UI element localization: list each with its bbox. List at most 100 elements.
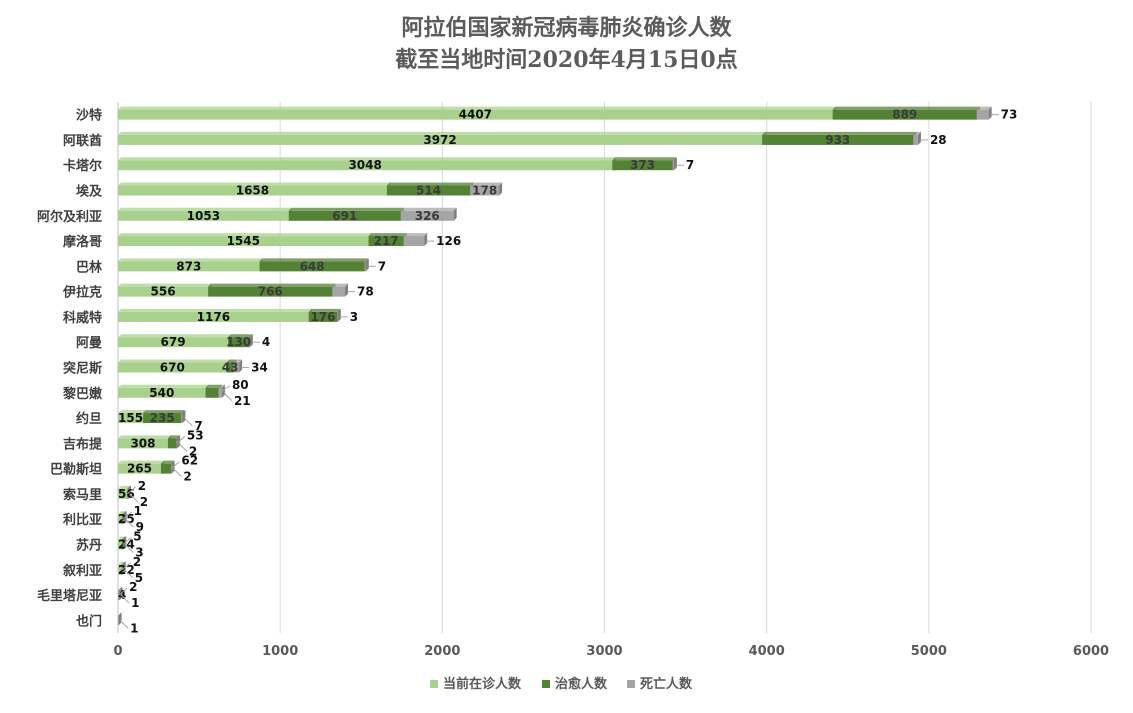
bar-segment-top bbox=[121, 561, 126, 565]
bar-segment-side bbox=[424, 233, 428, 247]
bar-segment bbox=[288, 210, 401, 221]
data-label: 73 bbox=[1001, 108, 1018, 122]
bar-segment-side bbox=[239, 359, 243, 373]
bar-segment-top bbox=[259, 258, 368, 262]
data-label: 648 bbox=[300, 259, 325, 273]
leader-line bbox=[176, 435, 186, 444]
data-label: 56 bbox=[118, 487, 135, 501]
bar-segment-side bbox=[182, 410, 186, 424]
data-label: 2 bbox=[129, 580, 137, 594]
data-label: 7 bbox=[378, 259, 386, 273]
data-label: 155 bbox=[118, 411, 143, 425]
bar-segment-top bbox=[143, 410, 185, 414]
bar-segment-side bbox=[365, 258, 369, 272]
bar-segment bbox=[118, 261, 260, 272]
data-label: 7 bbox=[686, 158, 694, 172]
bar-segment bbox=[118, 514, 123, 525]
data-label: 3048 bbox=[348, 158, 381, 172]
category-label: 阿曼 bbox=[76, 336, 102, 351]
x-tick-label: 0 bbox=[113, 644, 122, 659]
bar-segment-top bbox=[167, 435, 180, 439]
leader-line bbox=[178, 443, 188, 452]
category-label: 巴林 bbox=[76, 259, 102, 275]
bar-segment-top bbox=[122, 536, 127, 540]
category-label: 叙利亚 bbox=[63, 563, 102, 579]
bar-segment bbox=[118, 337, 229, 348]
bar-segment-top bbox=[208, 283, 336, 287]
bar-segment bbox=[127, 488, 128, 499]
data-label: 679 bbox=[161, 335, 186, 349]
bar-segment-top bbox=[121, 536, 126, 540]
bar-segment-top bbox=[118, 308, 312, 312]
bar-segment-top bbox=[205, 384, 222, 388]
category-label: 卡塔尔 bbox=[63, 158, 102, 174]
bar-segment-top bbox=[118, 157, 616, 161]
bar-segment bbox=[118, 362, 227, 373]
bar-segment bbox=[118, 590, 119, 601]
data-label: 691 bbox=[332, 209, 357, 223]
x-tick-label: 4000 bbox=[749, 644, 785, 659]
data-label: 5 bbox=[135, 571, 143, 585]
data-label: 7 bbox=[194, 419, 202, 433]
bar-segment-top bbox=[672, 157, 677, 161]
data-label: 1 bbox=[131, 596, 139, 610]
bar-segment-top bbox=[160, 460, 175, 464]
bar-segment-top bbox=[118, 106, 836, 110]
bar-segment bbox=[118, 160, 613, 171]
bar-segment-top bbox=[337, 308, 341, 312]
bar-segment-side bbox=[345, 283, 349, 297]
bar-segment bbox=[118, 615, 119, 626]
data-label: 5 bbox=[133, 530, 141, 544]
category-label: 突尼斯 bbox=[63, 361, 102, 377]
data-label: 2 bbox=[138, 479, 146, 493]
leader-line bbox=[124, 544, 134, 553]
leader-line bbox=[121, 511, 132, 520]
category-label: 科威特 bbox=[63, 310, 102, 326]
bar-segment bbox=[143, 413, 182, 424]
category-label: 摩洛哥 bbox=[63, 234, 102, 250]
bar-segment bbox=[118, 564, 122, 575]
bar-segment-side bbox=[123, 511, 127, 525]
bar-segment bbox=[121, 539, 123, 550]
category-label: 阿尔及利亚 bbox=[37, 209, 102, 225]
data-label: 3 bbox=[350, 310, 358, 324]
bar-segment-top bbox=[118, 511, 126, 515]
bar-segment bbox=[118, 109, 833, 120]
bar-segment-top bbox=[218, 384, 225, 388]
bar-segment-top bbox=[762, 131, 917, 135]
bar-segment bbox=[913, 134, 918, 145]
bar-segment-side bbox=[221, 384, 225, 398]
bar-segment bbox=[118, 488, 128, 499]
data-label: 766 bbox=[258, 285, 283, 299]
leader-line bbox=[124, 569, 134, 579]
bar-segment-top bbox=[118, 233, 372, 237]
bar-segment bbox=[364, 261, 366, 272]
data-label: 9 bbox=[136, 520, 144, 534]
leader-line bbox=[120, 594, 130, 604]
bar-segment bbox=[118, 286, 209, 297]
legend-swatch bbox=[542, 680, 550, 688]
data-label: 21 bbox=[234, 394, 251, 408]
data-label: 34 bbox=[251, 361, 268, 375]
bar-segment bbox=[118, 438, 168, 449]
data-label: 2 bbox=[133, 555, 141, 569]
category-label: 毛里塔尼亚 bbox=[37, 588, 102, 604]
data-label: 326 bbox=[415, 209, 440, 223]
bar-segment bbox=[332, 286, 346, 297]
category-label: 埃及 bbox=[76, 184, 103, 200]
data-label: 217 bbox=[374, 234, 399, 248]
leader-line bbox=[223, 392, 233, 402]
bar-segment bbox=[181, 413, 183, 424]
data-label: 126 bbox=[436, 234, 461, 248]
bar-segment-top bbox=[228, 334, 253, 338]
data-label: 28 bbox=[930, 133, 947, 147]
data-label: 670 bbox=[160, 361, 185, 375]
bar-segment-top bbox=[127, 485, 132, 489]
data-label: 43 bbox=[222, 361, 239, 375]
data-label: 889 bbox=[892, 108, 917, 122]
data-label: 3 bbox=[135, 546, 143, 560]
bar-segment bbox=[118, 185, 387, 196]
data-label: 1 bbox=[134, 504, 142, 518]
bar-segment-top bbox=[171, 460, 175, 464]
data-label: 178 bbox=[472, 184, 497, 198]
